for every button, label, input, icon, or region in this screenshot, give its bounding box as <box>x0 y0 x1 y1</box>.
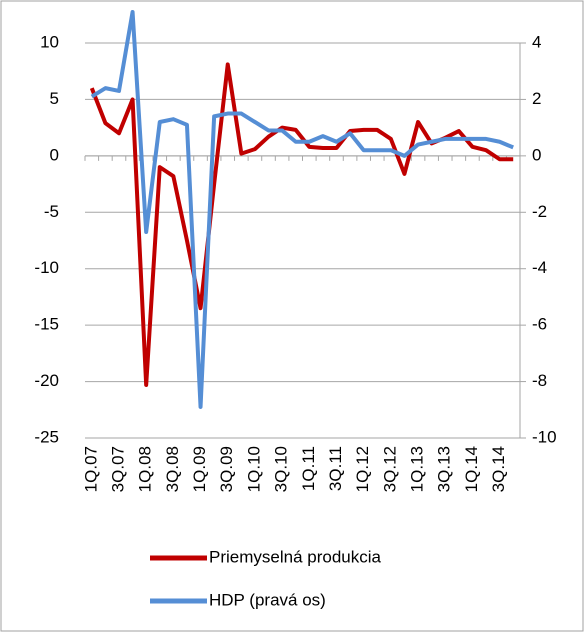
legend-label: HDP (pravá os) <box>209 590 326 609</box>
x-tick-label: 3Q.13 <box>435 446 454 492</box>
x-tick-label: 1Q.07 <box>81 446 100 492</box>
y2-tick-label: -2 <box>532 202 547 221</box>
y2-tick-label: -4 <box>532 258 547 277</box>
y-tick-label: 5 <box>50 89 59 108</box>
y2-tick-label: -8 <box>532 371 547 390</box>
x-tick-label: 3Q.10 <box>272 446 291 492</box>
y2-tick-label: 0 <box>532 145 541 164</box>
x-tick-label: 3Q.11 <box>326 446 345 491</box>
x-tick-label: 3Q.12 <box>380 446 399 492</box>
x-tick-label: 1Q.12 <box>353 446 372 492</box>
x-tick-label: 3Q.14 <box>489 446 508 492</box>
y-tick-label: 10 <box>40 32 59 51</box>
y2-tick-label: -10 <box>532 427 557 446</box>
x-tick-label: 1Q.09 <box>190 446 209 492</box>
y-tick-label: -25 <box>34 427 59 446</box>
y-tick-label: 0 <box>50 145 59 164</box>
x-tick-label: 3Q.08 <box>163 446 182 492</box>
legend-label: Priemyselná produkcia <box>209 547 382 566</box>
y-tick-label: -15 <box>34 315 59 334</box>
y2-tick-label: 2 <box>532 89 541 108</box>
x-tick-label: 1Q.14 <box>462 446 481 492</box>
y-tick-label: -10 <box>34 258 59 277</box>
y2-tick-label: 4 <box>532 32 541 51</box>
series-line <box>90 9 514 409</box>
x-tick-label: 3Q.07 <box>108 446 127 492</box>
x-tick-label: 1Q.08 <box>136 446 155 492</box>
x-tick-label: 1Q.11 <box>299 446 318 491</box>
x-tick-label: 1Q.10 <box>244 446 263 492</box>
y2-tick-label: -6 <box>532 315 547 334</box>
x-tick-label: 1Q.13 <box>408 446 427 492</box>
x-tick-label: 3Q.09 <box>217 446 236 492</box>
y-tick-label: -20 <box>34 371 59 390</box>
y-tick-label: -5 <box>44 202 59 221</box>
